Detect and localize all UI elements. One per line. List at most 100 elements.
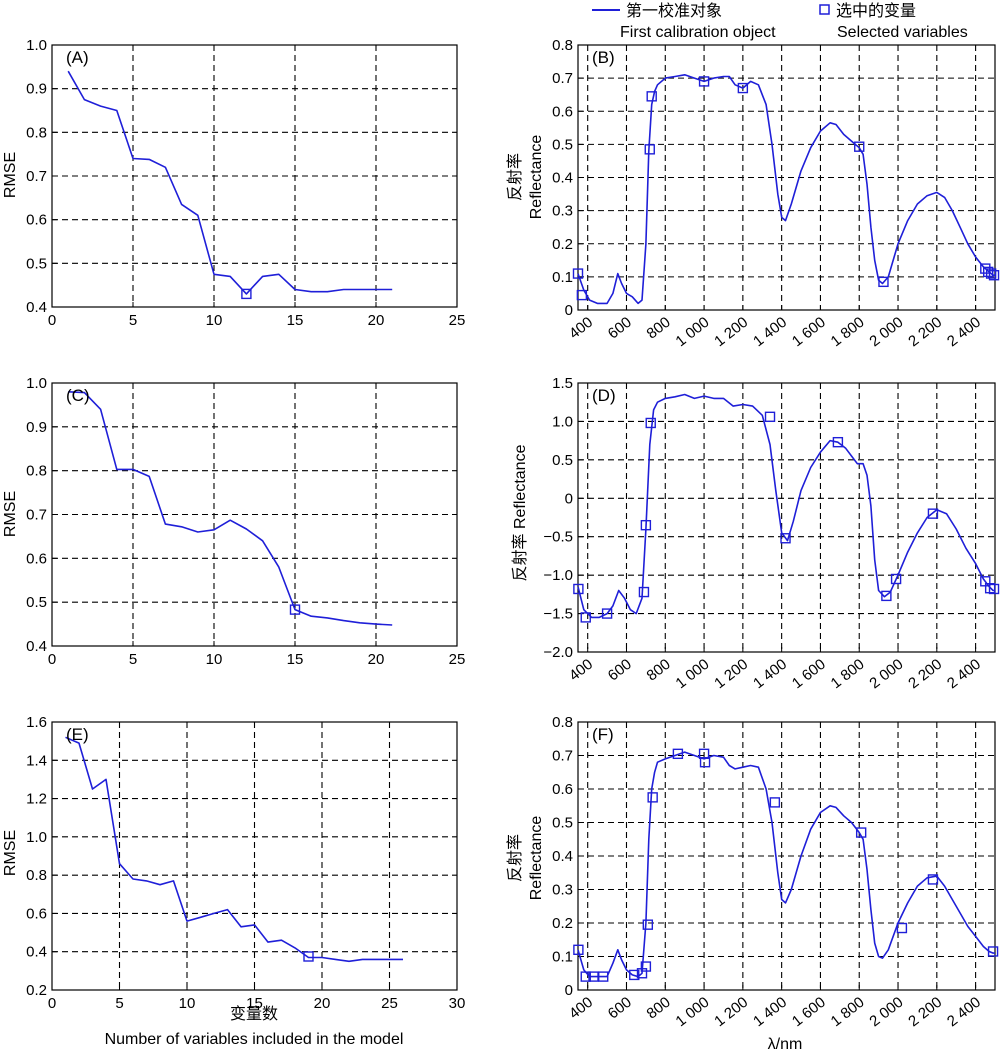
panel-d-ylabel: 反射率 Reflectance [511,444,529,581]
panel-f-series-line [577,751,995,978]
panel-c-ytick-label: 0.4 [26,638,47,655]
panel-a-xtick-label: 25 [449,312,466,329]
panel-b-ytick-label: 0.2 [552,236,573,253]
panel-b-selected-marker [698,76,710,87]
panel-f-ytick-label: 0.6 [552,781,573,798]
panel-f-ylabel-cn: 反射率 [506,834,524,882]
panel-e-ytick-label: 1.6 [26,714,47,731]
panel-d-ytick-label: 0.5 [552,452,573,469]
panel-e-ytick-label: 0.6 [26,905,47,922]
panel-c-ytick-label: 0.8 [26,463,47,480]
panel-d-xtick-label: 800 [644,656,674,685]
panel-e-label: (E) [66,725,89,744]
panel-f-selected-marker [580,971,591,982]
panel-d-xtick-label: 2 200 [905,656,945,693]
panel-b-selected-marker [572,268,584,279]
panel-d-xtick-label: 2 400 [944,656,984,693]
panel-d-ytick-label: 1.0 [552,413,573,430]
panel-a-xtick-label: 5 [129,312,137,329]
panel-d-ytick-label: 1.5 [552,375,573,392]
panel-d-frame [577,382,996,653]
panel-b-ytick-label: 0.1 [552,269,573,286]
panel-f-xtick-label: 1 800 [828,994,868,1031]
panel-c-ytick-label: 0.5 [26,594,47,611]
panel-e-xtick-label: 5 [115,995,123,1012]
panel-b-ytick-label: 0.8 [552,37,573,54]
panel-a-ytick-label: 0.6 [26,212,47,229]
panel-c-ylabel: RMSE [2,491,19,537]
panel-f-selected-marker [855,827,867,838]
panel-d-label: (D) [592,386,616,405]
panel-f-selected-marker [769,797,781,808]
panel-f-selected-marker [629,969,640,981]
panel-a-label: (A) [66,48,89,67]
panel-d-selected-marker [638,586,650,598]
panel-b-ytick-label: 0 [565,302,573,319]
panel-d-ytick-label: 0 [565,490,573,507]
panel-b-ytick-label: 0.6 [552,103,573,120]
legend-line-label-en: First calibration object [620,24,776,41]
panel-b-ylabel-cn: 反射率 [506,153,524,201]
panel-f-ylabel-en: Reflectance [528,816,545,901]
panel-d-xtick-label: 600 [605,656,635,685]
panel-f-selected-marker [896,922,908,934]
panel-f-selected-marker [642,919,654,930]
panel-a-xtick-label: 15 [287,312,304,329]
panel-c-selected-marker [289,604,301,615]
panel-f-ytick-label: 0.4 [552,848,573,865]
panel-b-selected-marker [983,266,994,278]
panel-c-ytick-label: 0.6 [26,550,47,567]
panel-a-ytick-label: 1.0 [26,37,47,54]
panel-c-ytick-label: 0.7 [26,507,47,524]
panel-b-ytick-label: 0.3 [552,203,573,220]
panel-a-ytick-label: 0.9 [26,81,47,98]
panel-f-ytick-label: 0.5 [552,815,573,832]
panel-a-ytick-label: 0.8 [26,124,47,141]
panel-b-selected-marker [644,144,655,155]
panel-e-xtick-label: 20 [314,995,331,1012]
panel-d-selected-marker [832,436,844,448]
panel-d-xtick-label: 1 000 [672,656,712,693]
panel-d-selected-marker [927,508,939,519]
panel-d-xtick-label: 1 800 [828,656,868,693]
panel-d-xtick-label: 1 200 [711,656,751,693]
panel-b-xtick-label: 1 400 [750,314,790,351]
panel-c-xtick-label: 25 [449,651,466,668]
panel-c-ytick-label: 0.9 [26,419,47,436]
panel-c-xtick-label: 20 [368,651,385,668]
panel-f-xtick-label: 600 [605,994,635,1023]
panel-c-xtick-label: 0 [48,651,56,668]
panel-d-selected-marker [640,519,652,531]
panel-d-selected-marker [890,573,902,585]
panel-a-ytick-label: 0.7 [26,168,47,185]
panel-f-xtick-label: 1 200 [711,994,751,1031]
panel-b-xtick-label: 1 600 [789,314,829,351]
panel-c-xtick-label: 5 [129,651,137,668]
panel-f-selected-marker [647,792,658,803]
panel-d-xtick-label: 1 400 [750,656,790,693]
panel-e-xlabel-en: Number of variables included in the mode… [105,1031,404,1048]
panel-d-selected-marker [764,411,776,423]
legend: 第一校准对象 First calibration object 选中的变量 Se… [592,2,968,41]
panel-b-xtick-label: 2 400 [944,314,984,351]
panel-e: 0 5 10 15 20 25 30 0.2 0.4 0.6 0.8 1.0 1.2 1.4 1.6 (E) [26,714,465,1012]
panel-f-ytick-label: 0.3 [552,882,573,899]
panel-d-selected-marker [780,533,791,544]
panel-f-label: (F) [592,725,614,744]
panel-d-ytick-label: −1.5 [543,606,573,623]
panel-c-xtick-label: 15 [287,651,304,668]
panel-b-selected-marker [878,276,889,288]
panel-b-xtick-label: 800 [644,314,674,343]
panel-b-ytick-label: 0.4 [552,170,573,187]
panel-e-series-line [65,736,403,963]
panel-e-ytick-label: 0.2 [26,982,47,999]
panel-e-ytick-label: 1.4 [26,752,47,769]
panel-f-selected-marker [927,874,939,885]
panel-d-ytick-label: −1.0 [543,567,573,584]
panel-e-ylabel: RMSE [2,830,19,876]
legend-marker-swatch [819,4,830,15]
